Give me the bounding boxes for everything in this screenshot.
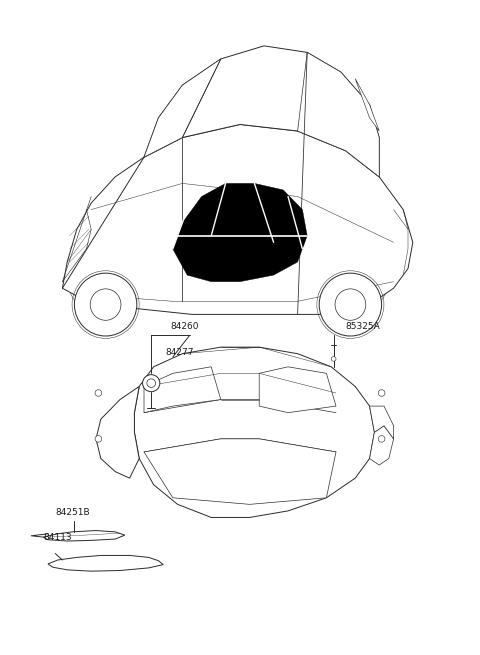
Polygon shape [173,183,307,282]
Ellipse shape [147,379,156,388]
Polygon shape [134,347,374,517]
Polygon shape [298,52,379,177]
Polygon shape [144,46,379,177]
Text: 84113: 84113 [43,533,72,542]
Ellipse shape [143,375,160,392]
Polygon shape [144,439,336,504]
Polygon shape [62,124,413,314]
Polygon shape [48,555,163,571]
Text: 84260: 84260 [170,322,199,331]
Text: 85325A: 85325A [346,322,380,331]
Polygon shape [370,426,394,465]
Ellipse shape [378,436,385,442]
Ellipse shape [378,390,385,396]
Polygon shape [259,367,336,413]
Ellipse shape [331,356,336,362]
Polygon shape [144,59,221,157]
Text: 84277: 84277 [166,348,194,357]
Ellipse shape [95,390,102,396]
Polygon shape [370,406,394,439]
Ellipse shape [95,436,102,442]
Text: 84251B: 84251B [55,508,90,517]
Polygon shape [43,531,125,541]
Polygon shape [355,79,379,131]
Polygon shape [144,367,221,413]
Ellipse shape [319,273,382,336]
Polygon shape [96,386,139,478]
Ellipse shape [335,289,366,320]
Ellipse shape [74,273,137,336]
Ellipse shape [90,289,121,320]
